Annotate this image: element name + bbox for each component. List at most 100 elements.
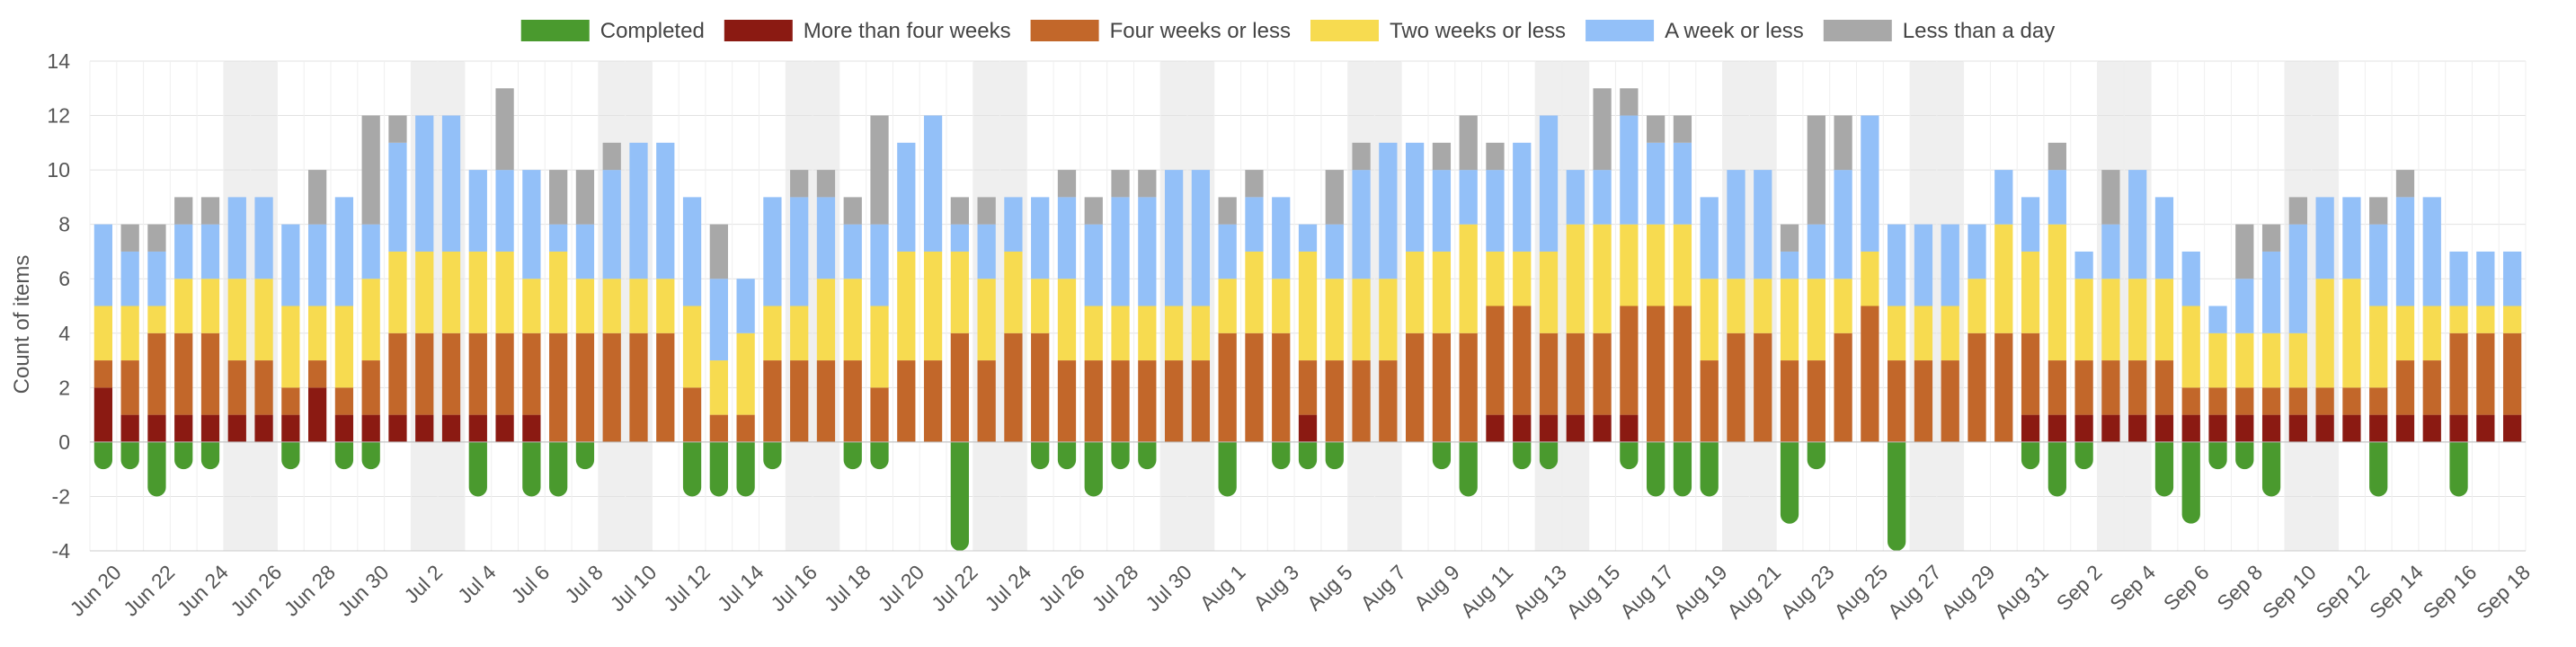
bar-more-than-four-weeks-77[interactable]	[2154, 414, 2174, 442]
bar-two-weeks-or-less-75[interactable]	[2101, 279, 2120, 361]
bar-completed-24[interactable]	[736, 441, 755, 497]
bar-completed-77[interactable]	[2154, 441, 2174, 497]
bar-two-weeks-or-less-25[interactable]	[763, 306, 782, 361]
bar-a-week-or-less-74[interactable]	[2074, 251, 2093, 279]
bar-a-week-or-less-59[interactable]	[1673, 142, 1692, 225]
bar-a-week-or-less-50[interactable]	[1432, 170, 1452, 252]
bar-two-weeks-or-less-22[interactable]	[682, 306, 702, 388]
bar-two-weeks-or-less-83[interactable]	[2315, 279, 2334, 388]
bar-four-weeks-or-less-65[interactable]	[1834, 332, 1852, 442]
bar-four-weeks-or-less-4[interactable]	[200, 332, 220, 415]
bar-completed-67[interactable]	[1888, 441, 1906, 551]
bar-two-weeks-or-less-72[interactable]	[2021, 251, 2040, 333]
bar-less-than-a-day-28[interactable]	[843, 197, 862, 225]
bar-less-than-a-day-18[interactable]	[575, 170, 595, 225]
bar-less-than-a-day-37[interactable]	[1084, 197, 1103, 225]
bar-completed-38[interactable]	[1111, 441, 1130, 470]
bar-completed-9[interactable]	[334, 441, 354, 470]
bar-more-than-four-weeks-76[interactable]	[2128, 414, 2147, 442]
bar-a-week-or-less-85[interactable]	[2369, 224, 2388, 306]
bar-four-weeks-or-less-29[interactable]	[870, 387, 889, 442]
bar-four-weeks-or-less-73[interactable]	[2047, 360, 2066, 415]
bar-two-weeks-or-less-53[interactable]	[1513, 251, 1532, 306]
bar-two-weeks-or-less-86[interactable]	[2395, 306, 2415, 361]
bar-completed-28[interactable]	[843, 441, 862, 470]
bar-completed-80[interactable]	[2235, 441, 2254, 470]
bar-four-weeks-or-less-7[interactable]	[281, 387, 300, 415]
bar-more-than-four-weeks-78[interactable]	[2181, 414, 2200, 442]
bar-completed-54[interactable]	[1539, 441, 1559, 470]
bar-a-week-or-less-57[interactable]	[1620, 115, 1639, 225]
bar-four-weeks-or-less-82[interactable]	[2288, 387, 2307, 415]
bar-less-than-a-day-38[interactable]	[1111, 170, 1130, 198]
bar-a-week-or-less-58[interactable]	[1647, 142, 1666, 225]
bar-two-weeks-or-less-13[interactable]	[441, 251, 461, 333]
bar-four-weeks-or-less-62[interactable]	[1754, 332, 1772, 442]
bar-two-weeks-or-less-12[interactable]	[415, 251, 434, 333]
bar-two-weeks-or-less-29[interactable]	[870, 306, 889, 388]
bar-a-week-or-less-35[interactable]	[1031, 197, 1050, 279]
bar-two-weeks-or-less-43[interactable]	[1245, 251, 1264, 333]
bar-a-week-or-less-1[interactable]	[120, 251, 139, 306]
bar-completed-18[interactable]	[575, 441, 595, 470]
bar-completed-17[interactable]	[549, 441, 568, 497]
bar-completed-88[interactable]	[2449, 441, 2468, 497]
bar-a-week-or-less-27[interactable]	[816, 197, 836, 279]
bar-less-than-a-day-80[interactable]	[2235, 224, 2254, 279]
bar-completed-14[interactable]	[468, 441, 487, 497]
bar-four-weeks-or-less-10[interactable]	[361, 360, 380, 415]
bar-a-week-or-less-6[interactable]	[254, 197, 273, 279]
bar-less-than-a-day-23[interactable]	[709, 224, 728, 279]
bar-two-weeks-or-less-15[interactable]	[495, 251, 514, 333]
bar-more-than-four-weeks-16[interactable]	[522, 414, 541, 442]
bar-two-weeks-or-less-19[interactable]	[602, 279, 621, 333]
bar-four-weeks-or-less-24[interactable]	[736, 414, 755, 442]
bar-less-than-a-day-43[interactable]	[1245, 170, 1264, 198]
bar-four-weeks-or-less-75[interactable]	[2101, 360, 2120, 415]
bar-more-than-four-weeks-79[interactable]	[2208, 414, 2227, 442]
bar-a-week-or-less-88[interactable]	[2449, 251, 2468, 306]
bar-four-weeks-or-less-58[interactable]	[1647, 306, 1666, 442]
bar-four-weeks-or-less-89[interactable]	[2476, 332, 2495, 415]
bar-two-weeks-or-less-71[interactable]	[1994, 224, 2013, 333]
bar-four-weeks-or-less-21[interactable]	[656, 332, 675, 442]
bar-a-week-or-less-36[interactable]	[1057, 197, 1077, 279]
bar-more-than-four-weeks-81[interactable]	[2261, 414, 2281, 442]
bar-a-week-or-less-7[interactable]	[281, 224, 300, 306]
bar-four-weeks-or-less-40[interactable]	[1164, 360, 1184, 442]
bar-two-weeks-or-less-59[interactable]	[1673, 224, 1692, 306]
bar-two-weeks-or-less-2[interactable]	[147, 306, 166, 333]
bar-four-weeks-or-less-83[interactable]	[2315, 387, 2334, 415]
bar-two-weeks-or-less-44[interactable]	[1272, 279, 1291, 333]
bar-completed-46[interactable]	[1325, 441, 1344, 470]
bar-more-than-four-weeks-52[interactable]	[1486, 414, 1505, 442]
bar-a-week-or-less-8[interactable]	[308, 224, 327, 306]
bar-completed-45[interactable]	[1298, 441, 1318, 470]
bar-a-week-or-less-33[interactable]	[977, 224, 996, 279]
bar-two-weeks-or-less-4[interactable]	[200, 279, 220, 333]
bar-a-week-or-less-21[interactable]	[656, 142, 675, 279]
bar-two-weeks-or-less-61[interactable]	[1727, 279, 1745, 333]
bar-more-than-four-weeks-57[interactable]	[1620, 414, 1639, 442]
bar-four-weeks-or-less-53[interactable]	[1513, 306, 1532, 415]
bar-four-weeks-or-less-78[interactable]	[2181, 387, 2200, 415]
bar-less-than-a-day-26[interactable]	[790, 170, 809, 198]
bar-a-week-or-less-37[interactable]	[1084, 224, 1103, 306]
bar-four-weeks-or-less-14[interactable]	[468, 332, 487, 415]
bar-a-week-or-less-11[interactable]	[388, 142, 407, 252]
legend-item-more-than-four-weeks[interactable]: More than four weeks	[724, 19, 1011, 43]
bar-a-week-or-less-71[interactable]	[1994, 170, 2013, 225]
bar-a-week-or-less-80[interactable]	[2235, 279, 2254, 333]
bar-two-weeks-or-less-33[interactable]	[977, 279, 996, 361]
bar-a-week-or-less-64[interactable]	[1807, 224, 1825, 279]
bar-less-than-a-day-46[interactable]	[1325, 170, 1344, 225]
bar-a-week-or-less-46[interactable]	[1325, 224, 1344, 279]
bar-two-weeks-or-less-60[interactable]	[1700, 279, 1719, 361]
bar-two-weeks-or-less-79[interactable]	[2208, 332, 2227, 388]
bar-completed-2[interactable]	[147, 441, 166, 497]
bar-a-week-or-less-90[interactable]	[2502, 251, 2522, 306]
bar-four-weeks-or-less-1[interactable]	[120, 360, 139, 415]
bar-a-week-or-less-48[interactable]	[1379, 142, 1398, 279]
bar-a-week-or-less-12[interactable]	[415, 115, 434, 252]
bar-two-weeks-or-less-24[interactable]	[736, 332, 755, 415]
